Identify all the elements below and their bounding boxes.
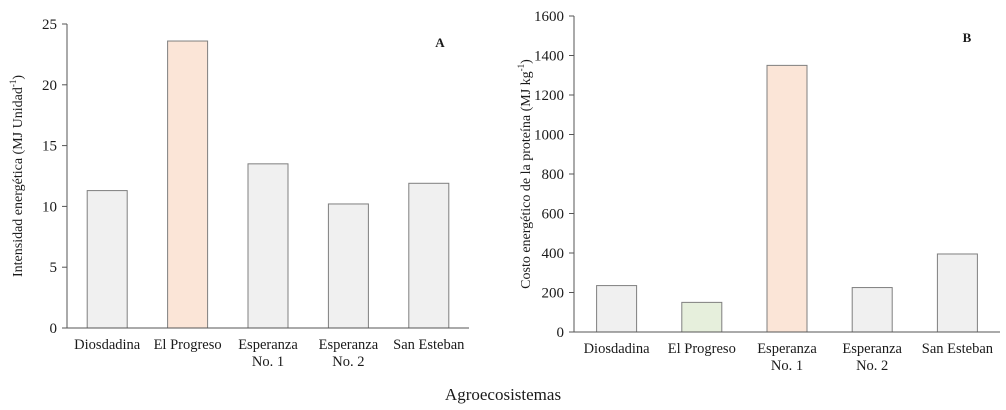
y-tick-label: 1400 — [534, 49, 564, 65]
x-category-label: Esperanza No. 1 — [238, 337, 298, 370]
y-tick-label: 800 — [542, 167, 565, 183]
y-axis-title: Intensidad energética (MJ Unidad-1) — [8, 75, 26, 277]
y-tick-label: 400 — [542, 246, 565, 262]
chart-panel-b: 0 200 400 600 800 1000 1200 1400 1600 Diosdadina E… — [516, 9, 1000, 374]
x-category-label: Esperanza No. 2 — [842, 341, 902, 374]
bar-a-1 — [86, 190, 128, 329]
y-axis-title: Costo energético de la proteína (MJ kg-1… — [516, 59, 534, 289]
bar-a-2 — [167, 40, 209, 329]
x-category-label: San Esteban — [922, 341, 994, 357]
y-tick-label: 600 — [542, 207, 565, 223]
panel-label: B — [963, 30, 972, 45]
y-tick-label: 1000 — [534, 128, 564, 144]
bar-b-2 — [681, 301, 723, 333]
chart-panel-a: 0 5 10 15 20 25 Diosdadina El Progreso Esperanza… — [8, 17, 469, 370]
y-tick-label: 0 — [50, 321, 58, 337]
bar-b-5 — [936, 253, 978, 333]
x-category-label: Esperanza No. 2 — [319, 337, 379, 370]
bar-a-4 — [327, 203, 369, 329]
x-category-label: San Esteban — [393, 337, 465, 353]
bar-b-4 — [851, 287, 893, 333]
y-tick-label: 20 — [42, 78, 57, 94]
y-tick-label: 1200 — [534, 88, 564, 104]
x-category-label: Diosdadina — [74, 337, 141, 353]
y-tick-label: 200 — [542, 286, 565, 302]
y-tick-label: 15 — [42, 139, 57, 155]
x-category-label: El Progreso — [154, 337, 222, 353]
y-tick-label: 0 — [557, 325, 565, 341]
y-tick-label: 5 — [50, 260, 58, 276]
x-category-label: El Progreso — [668, 341, 736, 357]
y-tick-label: 1600 — [534, 9, 564, 25]
panel-label: A — [435, 35, 445, 50]
y-tick-label: 25 — [42, 17, 57, 33]
bar-a-5 — [408, 182, 450, 329]
x-category-label: Diosdadina — [584, 341, 651, 357]
y-tick-label: 10 — [42, 199, 57, 215]
shared-x-axis-title: Agroecosistemas — [445, 385, 561, 404]
bar-b-1 — [596, 285, 638, 333]
bar-b-3 — [766, 64, 808, 333]
bar-a-3 — [247, 163, 289, 329]
x-category-label: Esperanza No. 1 — [757, 341, 817, 374]
